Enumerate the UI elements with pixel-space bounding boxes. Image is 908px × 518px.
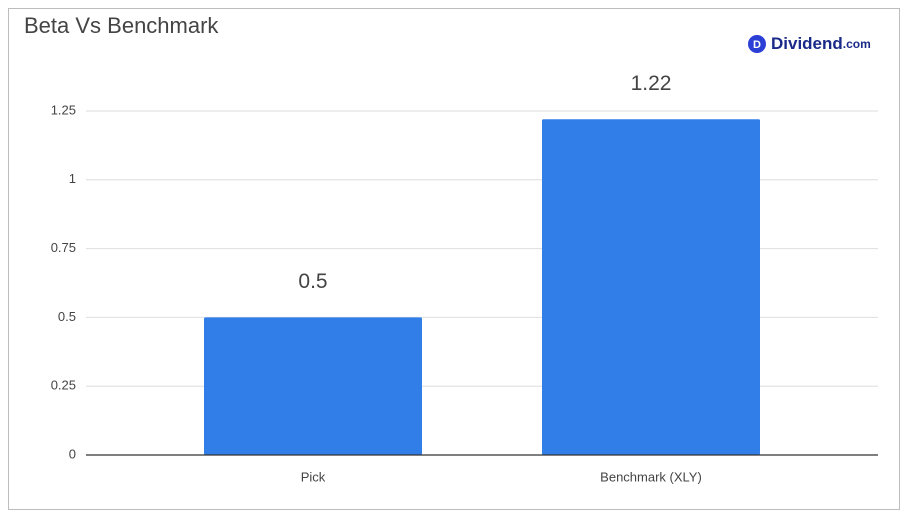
logo-word: Dividend	[771, 34, 843, 53]
y-tick-label: 1	[69, 171, 76, 186]
y-tick-label: 1.25	[51, 102, 76, 117]
chart-title: Beta Vs Benchmark	[24, 13, 219, 38]
logo[interactable]: D Dividend.com	[748, 34, 871, 53]
logo-icon: D	[753, 39, 761, 51]
value-label: 0.5	[298, 270, 327, 293]
logo-suffix: .com	[843, 37, 871, 51]
y-tick-label: 0.5	[58, 309, 76, 324]
y-tick-label: 0.25	[51, 378, 76, 393]
x-tick-label: Benchmark (XLY)	[600, 469, 702, 484]
logo-name: Dividend.com	[771, 34, 871, 53]
bar	[204, 317, 422, 455]
chart-frame	[8, 8, 900, 510]
x-tick-label: Pick	[301, 469, 326, 484]
value-label: 1.22	[631, 72, 672, 95]
logo-badge	[748, 35, 766, 53]
y-tick-label: 0	[69, 446, 76, 461]
y-tick-label: 0.75	[51, 240, 76, 255]
bar	[542, 119, 760, 456]
